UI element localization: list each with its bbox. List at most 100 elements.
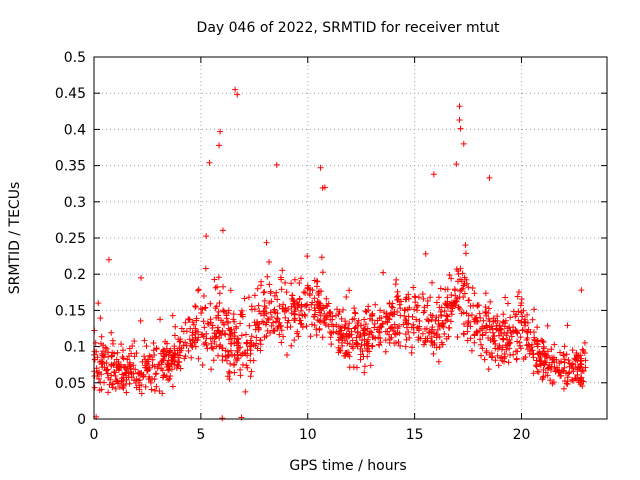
data-point — [314, 278, 321, 285]
data-point — [515, 308, 522, 315]
data-point — [261, 308, 268, 315]
data-point — [496, 342, 503, 349]
data-point — [247, 357, 254, 364]
data-point — [524, 329, 531, 336]
data-point — [438, 311, 445, 318]
data-point — [525, 341, 532, 348]
data-point — [526, 350, 533, 357]
data-point — [287, 323, 294, 330]
data-point — [343, 330, 350, 337]
data-point — [564, 374, 571, 381]
data-point — [504, 300, 511, 307]
data-point — [192, 327, 199, 334]
data-point — [500, 311, 507, 318]
x-tick-label: 0 — [90, 427, 99, 443]
data-point — [247, 350, 254, 357]
data-point — [446, 272, 453, 279]
data-point — [201, 324, 208, 331]
data-point — [160, 357, 167, 364]
data-point — [471, 290, 478, 297]
data-point — [535, 351, 542, 358]
data-point — [410, 329, 417, 336]
data-point — [420, 341, 427, 348]
data-point — [231, 369, 238, 376]
data-point — [172, 323, 179, 330]
data-point — [462, 250, 469, 257]
data-point — [151, 352, 158, 359]
y-tick-labels: 0 0.05 0.1 0.15 0.2 0.25 0.3 0.35 0.4 0.45 0.5 — [55, 50, 86, 428]
data-point — [229, 351, 236, 358]
data-point — [208, 366, 215, 373]
data-point — [552, 368, 559, 375]
data-point — [268, 322, 275, 329]
data-point — [537, 362, 544, 369]
data-point — [338, 323, 345, 330]
data-point — [289, 292, 296, 299]
x-axis-title: GPS time / hours — [289, 458, 406, 474]
data-point — [551, 354, 558, 361]
data-point — [346, 341, 353, 348]
data-point — [403, 336, 410, 343]
data-point — [277, 322, 284, 329]
data-point — [158, 361, 165, 368]
data-point — [119, 384, 126, 391]
data-point — [386, 312, 393, 319]
data-point — [365, 307, 372, 314]
data-point — [251, 292, 258, 299]
data-point — [193, 317, 200, 324]
data-point — [205, 321, 212, 328]
data-point — [428, 339, 435, 346]
data-point — [285, 317, 292, 324]
data-point — [395, 292, 402, 299]
data-point — [192, 303, 199, 310]
data-point — [206, 159, 213, 166]
data-point — [138, 274, 145, 281]
data-point — [227, 331, 234, 338]
data-point — [357, 351, 364, 358]
data-point — [338, 315, 345, 322]
data-point — [309, 287, 316, 294]
data-point — [338, 339, 345, 346]
data-point — [288, 280, 295, 287]
data-point — [216, 142, 223, 149]
data-point — [575, 377, 582, 384]
data-point — [453, 266, 460, 273]
data-point — [189, 319, 196, 326]
data-point — [353, 334, 360, 341]
data-point — [199, 306, 206, 313]
data-point — [377, 307, 384, 314]
data-point — [288, 295, 295, 302]
data-point — [459, 285, 466, 292]
data-point — [227, 360, 234, 367]
data-point — [141, 353, 148, 360]
data-point — [224, 318, 231, 325]
data-point — [323, 295, 330, 302]
data-point — [228, 326, 235, 333]
data-point — [282, 279, 289, 286]
data-point — [220, 307, 227, 314]
data-point — [261, 312, 268, 319]
data-point — [224, 373, 231, 380]
data-point — [565, 357, 572, 364]
data-point — [183, 328, 190, 335]
data-point — [157, 316, 164, 323]
data-point — [524, 346, 531, 353]
data-point — [109, 352, 116, 359]
data-point — [248, 333, 255, 340]
data-point — [359, 337, 366, 344]
data-point — [465, 284, 472, 291]
data-point — [296, 296, 303, 303]
data-point — [427, 294, 434, 301]
data-point — [103, 360, 110, 367]
data-point — [501, 355, 508, 362]
data-point — [349, 316, 356, 323]
data-point — [424, 302, 431, 309]
data-point — [230, 311, 237, 318]
data-point — [317, 164, 324, 171]
data-point — [574, 366, 581, 373]
data-point — [200, 293, 207, 300]
data-point — [365, 336, 372, 343]
data-point — [531, 336, 538, 343]
data-point — [482, 303, 489, 310]
